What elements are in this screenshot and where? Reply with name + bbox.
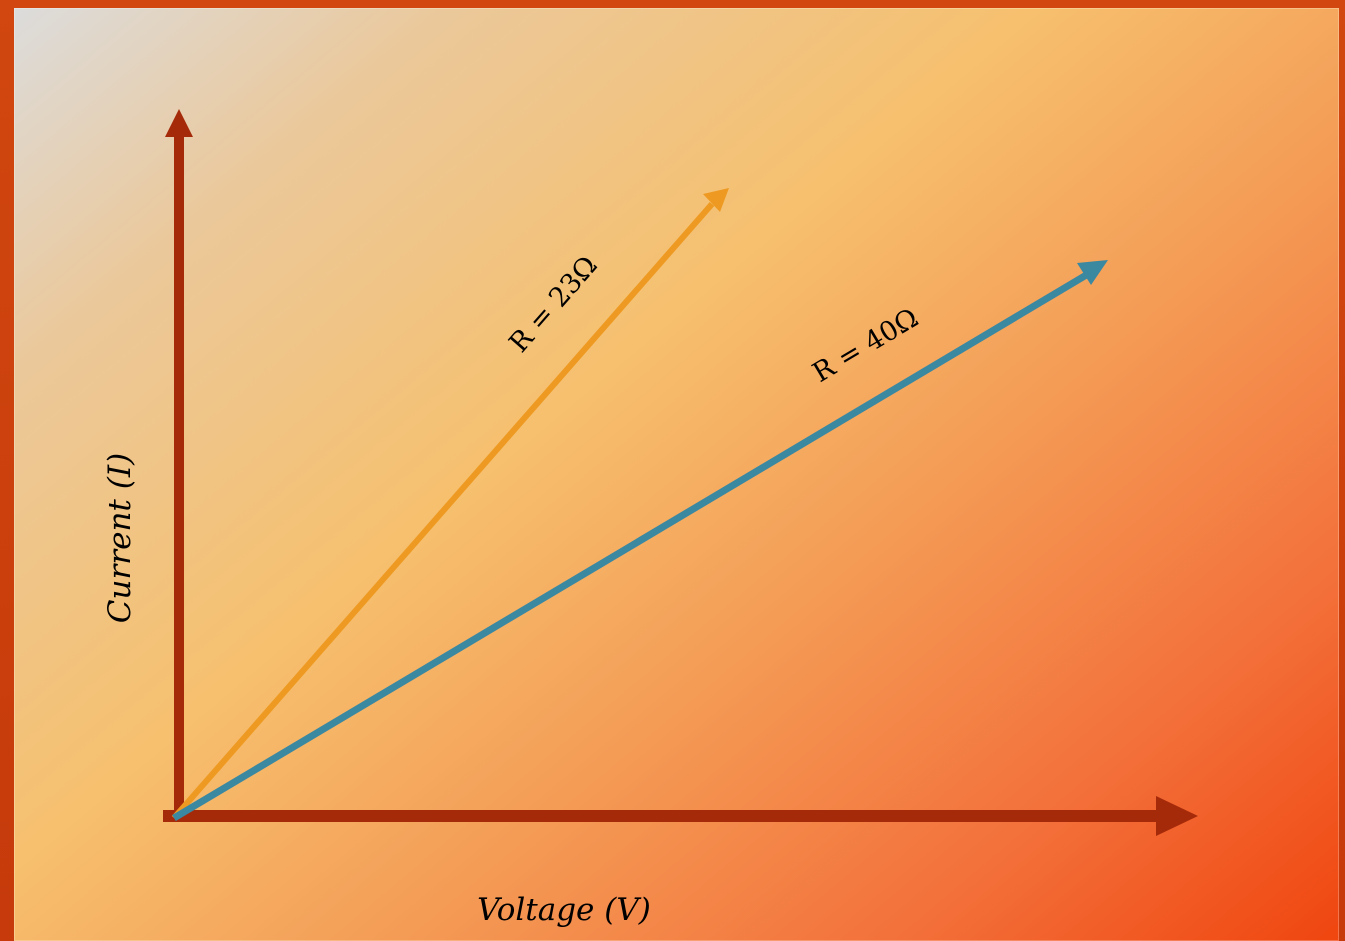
x-axis-arrowhead (1156, 796, 1198, 836)
y-axis-label: Current (I) (102, 453, 138, 623)
line-r40-stroke (172, 270, 1090, 822)
line-r23 (171, 188, 729, 820)
line-r23-arrowhead (703, 188, 729, 212)
y-axis-arrowhead (165, 109, 193, 137)
line-r40-label: R = 40Ω (808, 302, 924, 388)
line-r40-arrowhead (1077, 260, 1108, 285)
x-axis-label: Voltage (V) (477, 892, 651, 928)
y-axis (165, 109, 193, 820)
line-r23-stroke (171, 202, 715, 820)
line-r40 (172, 260, 1108, 822)
x-axis (163, 796, 1198, 836)
